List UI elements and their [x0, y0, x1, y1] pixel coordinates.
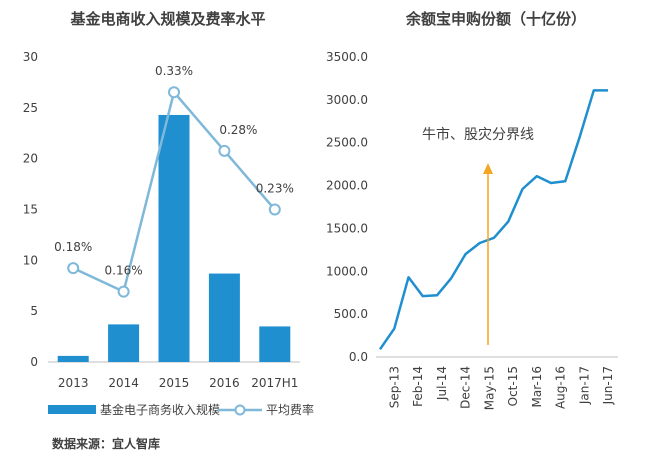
left-x-tick: 2017H1 [251, 376, 298, 390]
right-x-tick: Sep-13 [387, 366, 401, 408]
fee-rate-point [168, 86, 180, 99]
right-x-tick: Jun-17 [601, 366, 615, 405]
legend-bar-label: 基金电子商务收入规模 [100, 402, 220, 417]
right-y-tick: 2000.0 [326, 179, 368, 193]
right-y-tick: 500.0 [334, 307, 368, 321]
fee-rate-label: 0.16% [105, 264, 143, 278]
left-chart-title: 基金电商收入规模及费率水平 [69, 10, 265, 28]
yuebao-line [378, 89, 608, 350]
right-y-tick: 2500.0 [326, 136, 368, 150]
source-note: 数据来源：宜人智库 [52, 436, 160, 451]
left-x-tick: 2014 [108, 376, 139, 390]
right-x-axis: Sep-13 Feb-14 Jul-14 Dec-14 May-15 Oct-15 Mar-… [387, 366, 615, 410]
right-x-tick: Jul-14 [435, 366, 449, 401]
right-y-tick: 3500.0 [326, 50, 368, 64]
fee-rate-label: 0.23% [256, 182, 294, 196]
right-y-tick: 1500.0 [326, 221, 368, 235]
left-y-tick: 30 [23, 50, 38, 64]
revenue-bar [57, 355, 89, 362]
left-y-axis: 0 5 10 15 20 25 30 [23, 50, 38, 369]
right-y-tick: 0.0 [349, 350, 368, 364]
right-y-tick: 3000.0 [326, 93, 368, 107]
revenue-bar [208, 273, 240, 362]
right-y-tick: 1000.0 [326, 264, 368, 278]
left-y-tick: 15 [23, 203, 38, 217]
left-y-tick: 10 [23, 253, 38, 267]
right-x-tick: Oct-15 [506, 366, 520, 406]
yuebao-polyline [378, 89, 608, 350]
right-x-tick: Aug-16 [554, 366, 568, 409]
fee-rate-label: 0.33% [155, 64, 193, 78]
left-x-tick: 2015 [159, 376, 190, 390]
right-x-tick: Jan-17 [577, 366, 591, 405]
right-y-axis: 0.0 500.0 1000.0 1500.0 2000.0 2500.0 3000.0 35… [326, 50, 368, 364]
right-x-tick: Feb-14 [411, 366, 425, 407]
legend-bar-swatch [48, 405, 96, 414]
fee-rate-label: 0.18% [54, 240, 92, 254]
fee-rate-line: 0.18% 0.16% 0.33% 0.28% 0.23% [54, 64, 294, 298]
revenue-bar [259, 326, 291, 362]
annotation-arrowhead [483, 163, 493, 174]
legend-line-label: 平均费率 [266, 402, 314, 417]
fee-rate-point [218, 144, 231, 157]
left-bars [57, 114, 291, 362]
right-x-tick: May-15 [482, 366, 496, 410]
fee-rate-point [117, 285, 130, 298]
left-y-tick: 20 [23, 152, 38, 166]
left-x-tick: 2016 [209, 376, 240, 390]
fee-rate-label: 0.28% [219, 123, 257, 137]
left-y-tick: 5 [30, 304, 38, 318]
legend-line-marker [234, 404, 246, 416]
revenue-bar [158, 114, 190, 362]
left-x-tick: 2013 [58, 376, 89, 390]
left-y-tick: 25 [23, 101, 38, 115]
right-x-tick: Mar-16 [530, 366, 544, 407]
revenue-bar [108, 324, 140, 362]
left-x-axis: 2013 2014 2015 2016 2017H1 [58, 376, 298, 390]
right-chart-title: 余额宝申购份额（十亿份） [405, 10, 586, 28]
right-x-tick: Dec-14 [459, 366, 473, 409]
left-y-tick: 0 [30, 355, 38, 369]
fee-rate-point [268, 203, 281, 216]
annotation-label: 牛市、股灾分界线 [422, 126, 534, 143]
fee-rate-point [67, 262, 80, 275]
